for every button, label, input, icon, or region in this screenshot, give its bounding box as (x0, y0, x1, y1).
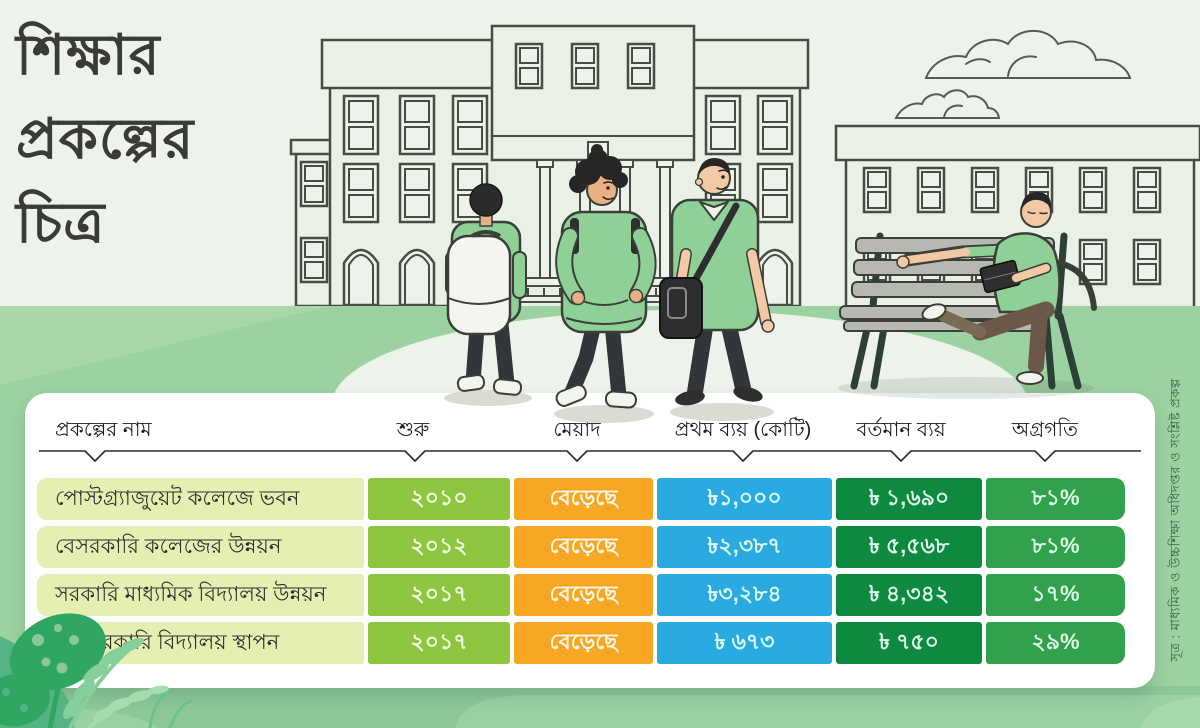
cell-project-name: ১০ সরকারি বিদ্যালয় স্থাপন (37, 622, 364, 664)
table-row: ১০ সরকারি বিদ্যালয় স্থাপন ২০১৭ বেড়েছে … (37, 622, 1125, 664)
column-header-first-cost: প্রথম ব্যয় (কোটি) (674, 419, 812, 441)
cell-first-cost: ৳ ৬৭৩ (657, 622, 832, 664)
cell-first-cost: ৳৩,২৮৪ (657, 574, 832, 616)
cell-start-year: ২০১৭ (368, 574, 510, 616)
header-divider (39, 450, 1141, 462)
cell-progress: ৮১% (986, 478, 1125, 520)
cell-current-cost: ৳ ১,৬৯০ (836, 478, 982, 520)
source-note: সূত্র : মাধ্যমিক ও উচ্চশিক্ষা অধিদপ্তর ও… (1167, 378, 1183, 662)
right-building (834, 124, 1200, 310)
cell-duration-status: বেড়েছে (514, 574, 653, 616)
column-header-project-name: প্রকল্পের নাম (55, 419, 152, 441)
cell-current-cost: ৳ ৫,৫৬৮ (836, 526, 982, 568)
bottom-wave (0, 686, 1200, 728)
projects-table-card: প্রকল্পের নাম শুরু মেয়াদ প্রথম ব্যয় (ক… (25, 393, 1155, 688)
cell-start-year: ২০১০ (368, 478, 510, 520)
cell-first-cost: ৳১,০০০ (657, 478, 832, 520)
cell-start-year: ২০১২ (368, 526, 510, 568)
table-row: সরকারি মাধ্যমিক বিদ্যালয় উন্নয়ন ২০১৭ ব… (37, 574, 1125, 616)
cell-project-name: বেসরকারি কলেজের উন্নয়ন (37, 526, 364, 568)
column-header-duration: মেয়াদ (553, 419, 601, 441)
column-header-progress: অগ্রগতি (1011, 419, 1079, 441)
cell-project-name: পোস্টগ্র্যাজুয়েট কলেজে ভবন (37, 478, 364, 520)
cell-current-cost: ৳ ৪,৩৪২ (836, 574, 982, 616)
cell-project-name: সরকারি মাধ্যমিক বিদ্যালয় উন্নয়ন (37, 574, 364, 616)
cell-progress: ৮১% (986, 526, 1125, 568)
cell-duration-status: বেড়েছে (514, 526, 653, 568)
cell-current-cost: ৳ ৭৫০ (836, 622, 982, 664)
cell-progress: ২৯% (986, 622, 1125, 664)
main-building (320, 24, 810, 309)
cell-progress: ১৭% (986, 574, 1125, 616)
cell-duration-status: বেড়েছে (514, 478, 653, 520)
cell-first-cost: ৳২,৩৮৭ (657, 526, 832, 568)
cell-start-year: ২০১৭ (368, 622, 510, 664)
column-header-current-cost: বর্তমান ব্যয় (856, 419, 946, 441)
table-row: বেসরকারি কলেজের উন্নয়ন ২০১২ বেড়েছে ৳২,… (37, 526, 1125, 568)
table-row: পোস্টগ্র্যাজুয়েট কলেজে ভবন ২০১০ বেড়েছে… (37, 478, 1125, 520)
cell-duration-status: বেড়েছে (514, 622, 653, 664)
cloud-icon (894, 29, 1132, 119)
page-title: শিক্ষার প্রকল্পের চিত্র (16, 25, 195, 255)
column-header-start: শুরু (396, 419, 430, 441)
